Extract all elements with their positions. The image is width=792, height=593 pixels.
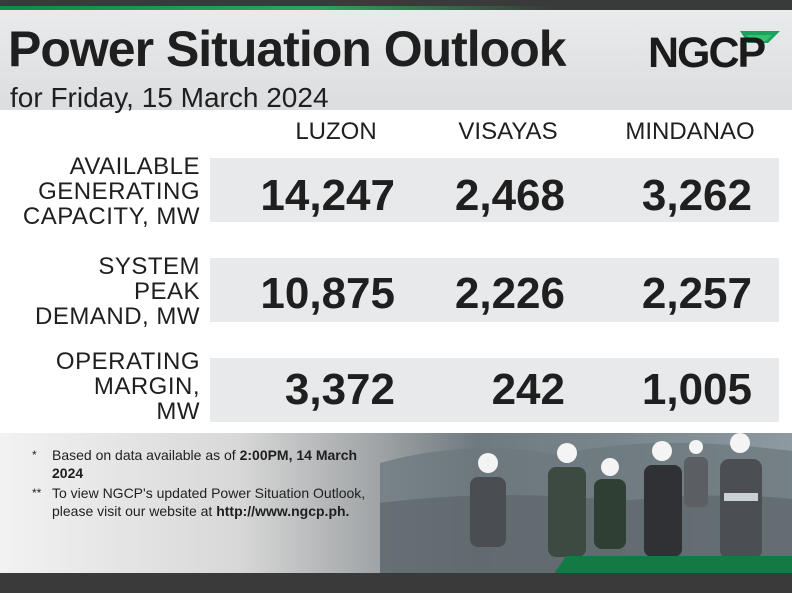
- row-label-line: PEAK: [133, 278, 200, 305]
- footnote-bold: 2:00PM, 14 March 2024: [52, 447, 358, 481]
- value-mindanao-peak: 2,257: [641, 269, 752, 318]
- value-mindanao-available: 3,262: [641, 171, 752, 220]
- page-subtitle: for Friday, 15 March 2024: [10, 82, 329, 113]
- website-link[interactable]: http://www.ngcp.ph.: [216, 503, 350, 519]
- value-visayas-margin: 242: [491, 365, 565, 414]
- footnote-mark: **: [32, 486, 42, 500]
- row-band-operating-margin: [210, 358, 779, 422]
- footnote-mark: *: [32, 448, 37, 462]
- row-label-line: CAPACITY, MW: [22, 203, 200, 230]
- row-label-line: OPERATING: [55, 348, 200, 375]
- value-luzon-available: 14,247: [260, 171, 395, 220]
- row-band-available-capacity: [210, 158, 779, 222]
- workers-photo-illustration: [380, 433, 792, 573]
- row-label-operating-margin: OPERATING MARGIN, MW: [0, 349, 200, 424]
- top-accent-stripe: [0, 6, 792, 10]
- value-mindanao-margin: 1,005: [641, 365, 752, 414]
- bottom-accent-stripe: [553, 556, 792, 574]
- value-visayas-peak: 2,226: [454, 269, 565, 318]
- logo-text: NGCP: [648, 29, 766, 71]
- footnote-text: To view NGCP's updated Power Situation O…: [52, 485, 366, 519]
- row-label-line: GENERATING: [38, 178, 200, 205]
- column-header-visayas: VISAYAS: [458, 118, 558, 145]
- row-band-peak-demand: [210, 258, 779, 322]
- top-bar: [0, 0, 792, 10]
- row-label-peak-demand: SYSTEM PEAK DEMAND, MW: [0, 254, 200, 329]
- row-label-line: DEMAND, MW: [35, 303, 200, 330]
- column-header-mindanao: MINDANAO: [625, 118, 755, 145]
- row-label-line: AVAILABLE: [69, 153, 200, 180]
- footer-photo: [0, 433, 792, 573]
- row-label-available-capacity: AVAILABLE GENERATING CAPACITY, MW: [0, 154, 200, 229]
- row-label-line: MW: [156, 398, 200, 425]
- footer-notes: * Based on data available as of 2:00PM, …: [32, 446, 372, 520]
- page-title: Power Situation Outlook: [8, 21, 567, 77]
- header: Power Situation Outlook for Friday, 15 M…: [0, 10, 792, 113]
- column-header-luzon: LUZON: [295, 118, 377, 145]
- footnote-1: * Based on data available as of 2:00PM, …: [32, 446, 372, 482]
- worker-figures: [470, 433, 762, 559]
- bottom-bar: [0, 573, 792, 593]
- value-luzon-margin: 3,372: [284, 365, 395, 414]
- footnote-2: ** To view NGCP's updated Power Situatio…: [32, 484, 372, 520]
- row-label-line: MARGIN,: [93, 373, 200, 400]
- footnote-text: Based on data available as of: [52, 447, 240, 463]
- row-label-line: SYSTEM: [98, 253, 200, 280]
- ngcp-logo: NGCP: [648, 29, 780, 71]
- value-visayas-available: 2,468: [454, 171, 565, 220]
- value-luzon-peak: 10,875: [260, 269, 395, 318]
